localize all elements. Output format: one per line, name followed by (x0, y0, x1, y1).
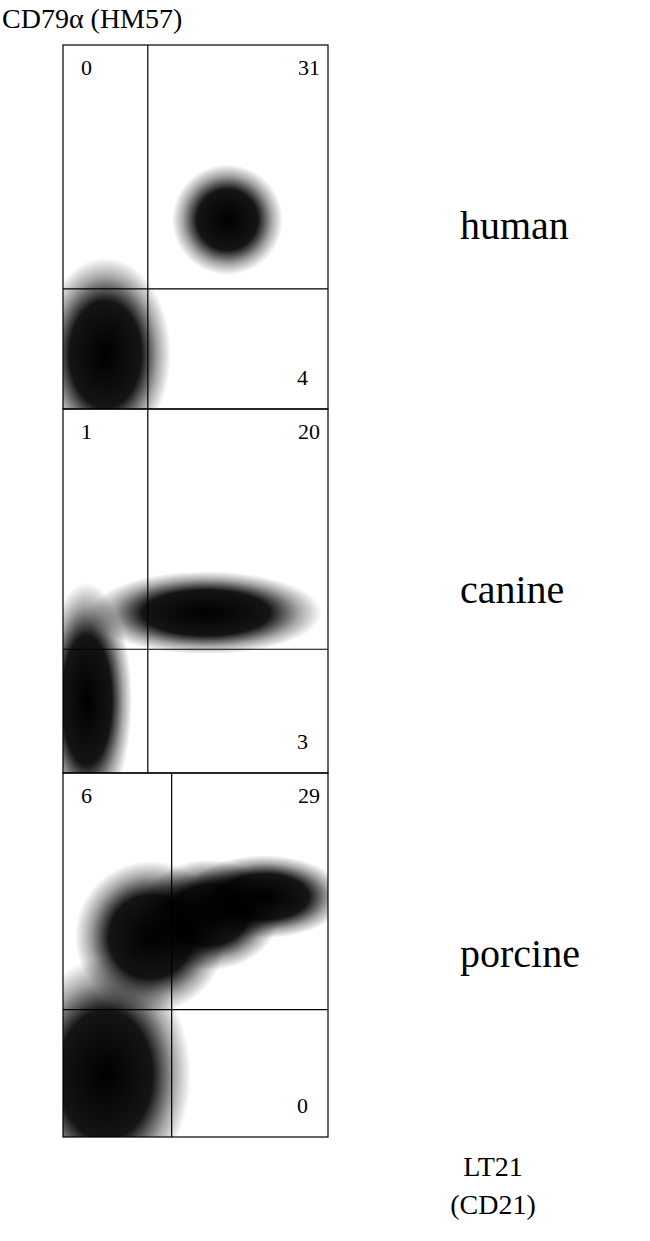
quadrant-percentage: 29 (298, 783, 320, 808)
species-label: human (460, 203, 569, 248)
quadrant-percentage: 6 (81, 783, 92, 808)
gate-horizontal (63, 288, 328, 289)
species-label: canine (460, 567, 564, 612)
plot-frame (63, 773, 328, 1137)
figure: CD79α (HM57) LT21 (CD21) 0 31 4 human 1 20 3 canin… (0, 0, 650, 1241)
species-label: porcine (460, 931, 580, 976)
y-axis-label: CD79α (HM57) (2, 3, 182, 34)
gate-horizontal (63, 1009, 328, 1010)
gate-horizontal (63, 649, 328, 650)
gate-vertical (147, 409, 148, 773)
quadrant-percentage: 20 (298, 419, 320, 444)
quadrant-percentage: 0 (297, 1093, 308, 1118)
plot-area (63, 855, 328, 1137)
panel: 1 20 3 canine (42, 409, 565, 818)
quadrant-percentage: 3 (297, 729, 308, 754)
cell-population (90, 571, 322, 654)
panel: 6 29 0 porcine (20, 773, 580, 1193)
quadrant-percentage: 31 (298, 55, 320, 80)
panel: 0 31 4 human (40, 45, 569, 451)
cell-population (63, 258, 171, 409)
cell-population (184, 855, 328, 938)
x-axis-label: LT21 (463, 1151, 523, 1182)
plot-area (63, 164, 283, 409)
plot-frame (63, 45, 328, 409)
plot-frame (63, 409, 328, 773)
gate-vertical (171, 773, 172, 1137)
plot-area (63, 571, 322, 773)
x-axis-label: (CD21) (450, 1189, 536, 1220)
gate-vertical (147, 45, 148, 409)
cell-population (172, 164, 283, 275)
quadrant-percentage: 4 (297, 365, 308, 390)
quadrant-percentage: 1 (81, 419, 92, 444)
quadrant-percentage: 0 (81, 55, 92, 80)
